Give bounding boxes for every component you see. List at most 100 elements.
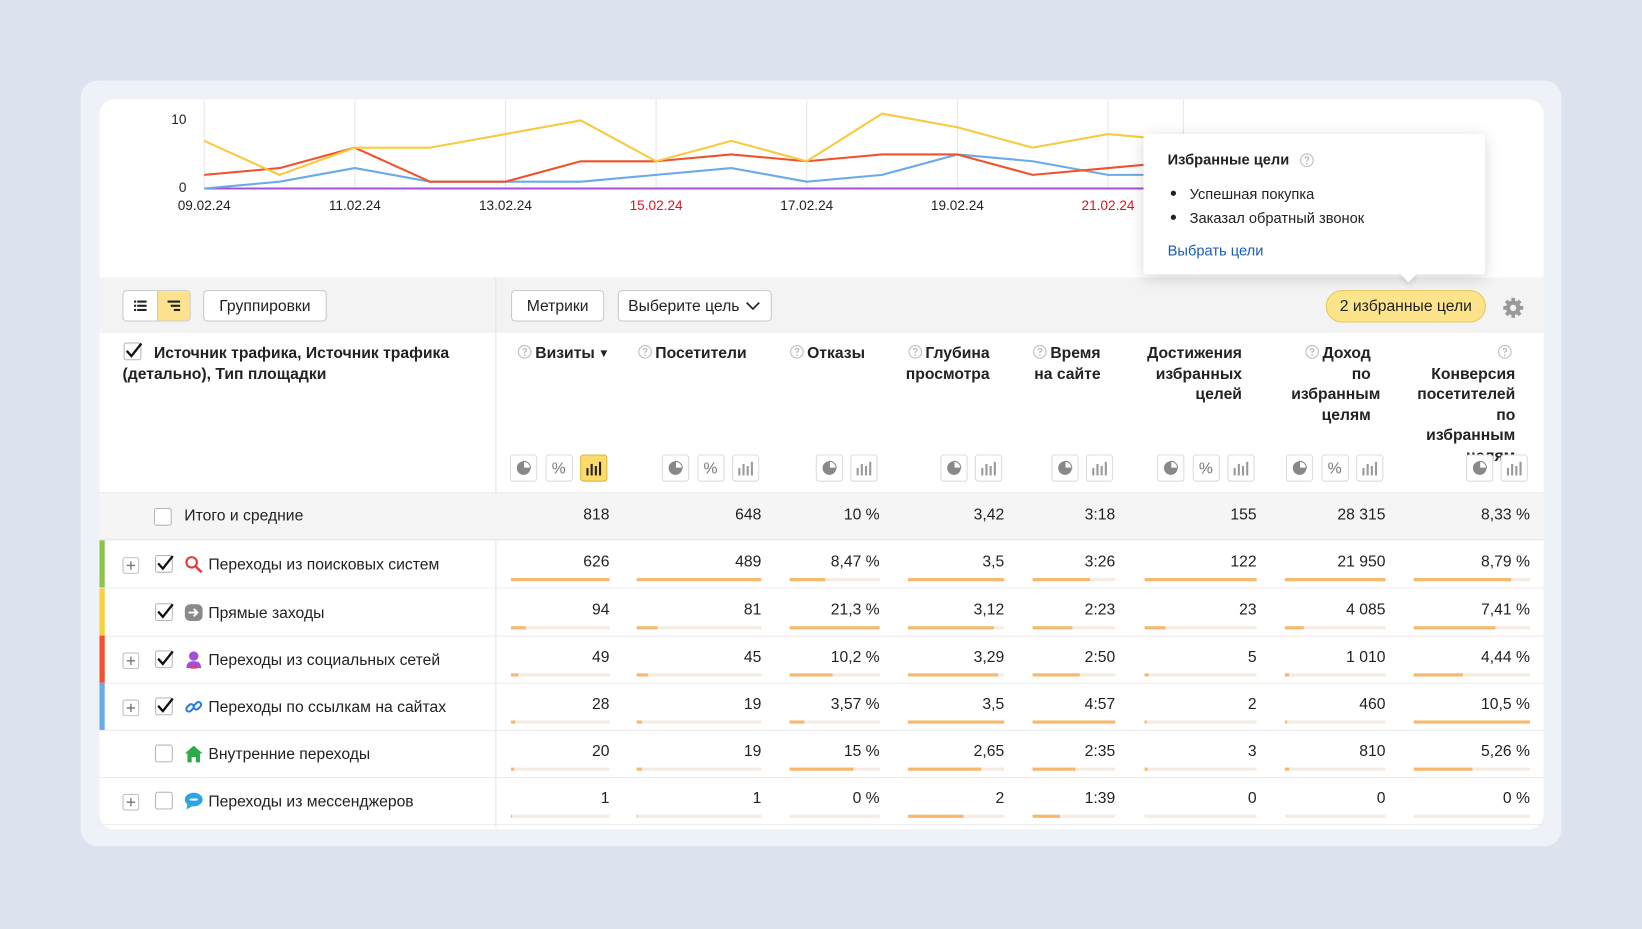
bar-glyph [1506,461,1522,476]
share-bar [789,626,880,630]
percent-toggle: % [1327,459,1342,477]
checkbox-glyph [154,744,173,763]
sort-arrow[interactable]: ▼ [598,347,610,361]
checkbox[interactable] [153,507,173,527]
expand-button-glyph [126,703,136,713]
row-label[interactable]: Переходы по ссылкам на сайтах [208,698,447,717]
checkbox[interactable] [123,342,143,361]
checkbox-glyph [154,791,173,810]
bar-glyph [1370,466,1373,476]
checkbox[interactable] [154,650,174,669]
row-label[interactable]: Переходы из поисковых систем [208,556,440,574]
checkbox[interactable] [154,744,174,764]
bar-track [1144,814,1257,818]
share-bar [1284,767,1289,771]
bar-glyph [750,461,753,476]
checkbox[interactable] [154,697,174,716]
pie-view-button[interactable] [1285,454,1314,482]
bar-view-button[interactable] [974,454,1003,482]
expand-button-glyph [122,652,140,670]
share-bar [1032,578,1090,582]
bar-track [636,814,762,818]
favorite-goals-button[interactable]: 2 избранные цели [1325,290,1486,323]
pie-view-button[interactable] [815,454,843,482]
help-glyph [795,354,798,357]
row-color-stripe [99,682,105,730]
pct-view-button[interactable]: % [1321,454,1349,482]
checkbox-glyph [157,603,174,619]
pie-view-button[interactable] [1050,454,1079,482]
pie-view-button[interactable] [661,454,690,482]
bar-glyph [738,461,753,476]
help-icon[interactable] [1497,345,1515,363]
checkbox[interactable] [154,603,174,622]
expand-button[interactable] [122,652,140,670]
source-icon-glyph [185,556,203,574]
bar-glyph [1092,468,1095,476]
help-icon[interactable] [1033,345,1051,363]
expand-button[interactable] [122,793,140,811]
bar-view-button[interactable] [1085,454,1114,482]
checkbox[interactable] [154,555,174,574]
x-tick-label: 13.02.24 [479,198,532,213]
groupings-button[interactable]: Группировки [203,290,327,322]
help-icon[interactable] [517,345,535,363]
cell-value: 10,2 % [830,648,880,667]
cell-value: 21 950 [1337,552,1386,571]
pie-view-button[interactable] [1157,454,1185,482]
goal-select[interactable]: Выберите цель [617,290,772,322]
bar-view-button[interactable] [731,454,760,482]
help-icon[interactable] [1305,345,1323,363]
pct-view-button[interactable]: % [1192,454,1220,482]
totals-value: 818 [583,505,610,524]
expand-button[interactable] [122,557,140,574]
pct-view-button[interactable]: % [696,454,725,482]
help-glyph [1503,354,1506,357]
row-label[interactable]: Переходы из социальных сетей [208,651,441,670]
column-header[interactable]: Визиты ▼ [494,343,609,363]
checkbox-glyph [154,791,173,810]
bar-view-button[interactable] [850,454,878,482]
choose-goals-link[interactable]: Выбрать цели [1167,241,1264,259]
row-label[interactable]: Внутренние переходы [208,745,371,764]
pct-view-button[interactable]: % [545,454,573,482]
totals-row [99,492,1544,541]
metrics-button[interactable]: Метрики [511,290,605,322]
row-label[interactable]: Переходы из мессенджеров [208,792,414,811]
bar-view-button[interactable] [1356,454,1384,482]
help-glyph [794,347,799,354]
expand-button[interactable] [122,699,140,717]
bar-view-button[interactable] [580,454,608,482]
pie-view-button[interactable] [1465,454,1493,482]
tree-view-button[interactable] [157,291,190,321]
column-header[interactable]: Глубина просмотра [900,343,1005,384]
help-icon[interactable] [637,345,655,363]
column-header[interactable]: Отказы [785,343,879,363]
pie-view-button[interactable] [509,454,538,482]
checkbox-glyph [157,697,174,713]
help-icon[interactable] [908,345,926,363]
help-icon[interactable] [789,345,807,363]
share-bar [1413,578,1512,582]
row-label[interactable]: Прямые заходы [208,604,325,623]
bar-view-button[interactable] [1227,454,1255,482]
share-bar [907,578,1005,582]
help-glyph [638,345,652,359]
settings-gear[interactable] [1502,296,1525,319]
share-bar [636,767,642,771]
share-bar [789,673,833,677]
bar-view-button[interactable] [1500,454,1528,482]
column-header[interactable]: Доход по избранным целям [1291,343,1385,425]
checkbox-glyph [123,342,143,361]
column-header[interactable]: Достижения избранных целей [1147,343,1257,404]
column-header[interactable]: Время на сайте [1026,343,1115,384]
list-view-button[interactable] [123,291,158,321]
column-header[interactable]: Посетители [636,343,762,363]
column-header[interactable]: Конверсия посетителей по избранным целям [1415,343,1530,466]
checkbox[interactable] [154,791,174,811]
pie-view-button[interactable] [939,454,968,482]
help-icon[interactable] [1300,153,1315,168]
cell-value: 94 [591,601,610,619]
button-label: Метрики [526,296,589,315]
